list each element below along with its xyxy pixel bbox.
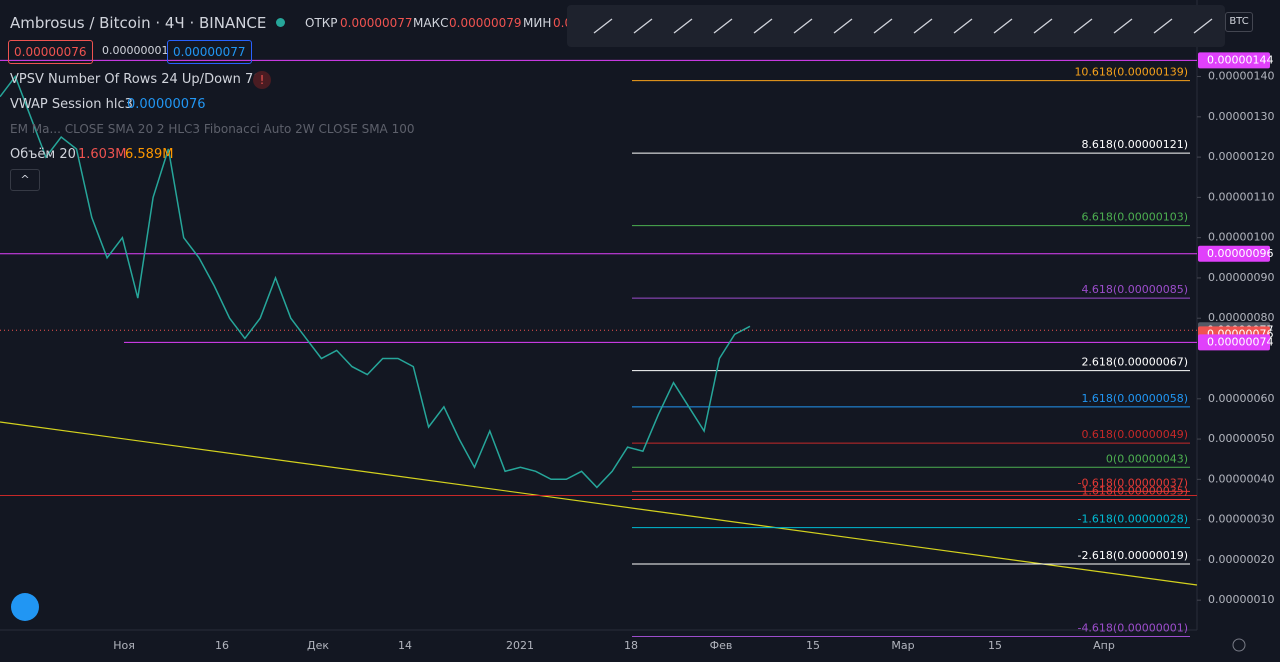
tool-icon bbox=[713, 18, 733, 34]
spread: 0.00000001 bbox=[102, 44, 169, 57]
price-tag-label: 0.00000074 bbox=[1207, 335, 1273, 348]
indicator-value: 0.00000076 bbox=[127, 97, 206, 112]
trend-line bbox=[0, 421, 1198, 586]
price-line bbox=[0, 74, 751, 489]
x-tick-label: 15 bbox=[988, 639, 1002, 652]
fib-label: -1.618(0.00000028) bbox=[1077, 513, 1188, 526]
fib-label: 10.618(0.00000139) bbox=[1074, 66, 1188, 79]
tool-icon bbox=[1193, 18, 1213, 34]
price-tag bbox=[1198, 334, 1270, 351]
tool-icon bbox=[673, 18, 693, 34]
fib-label: 0(0.00000043) bbox=[1106, 452, 1188, 465]
ohlc-label: МАКС bbox=[413, 16, 449, 30]
tool-icon bbox=[753, 18, 773, 34]
tool-icon bbox=[593, 18, 613, 34]
y-tick-label: 0.00000140 bbox=[1208, 70, 1274, 83]
x-tick-label: 16 bbox=[215, 639, 229, 652]
indicator[interactable]: VWAP Session hlc3 bbox=[10, 97, 133, 112]
ohlc-label: ОТКР bbox=[305, 16, 338, 30]
x-tick-label: 14 bbox=[398, 639, 412, 652]
y-tick-label: 0.00000110 bbox=[1208, 190, 1274, 203]
y-tick-label: 0.00000030 bbox=[1208, 513, 1274, 526]
fib-label: 4.618(0.00000085) bbox=[1081, 283, 1188, 296]
tool-icon bbox=[793, 18, 813, 34]
x-tick-label: Мар bbox=[891, 639, 914, 652]
x-tick-label: 2021 bbox=[506, 639, 534, 652]
ohlc-value: 0.00000079 bbox=[449, 16, 522, 30]
y-tick-label: 0.00000020 bbox=[1208, 553, 1274, 566]
ohlc-value: 0.00000077 bbox=[340, 16, 413, 30]
price-tag-label: 0.00000096 bbox=[1207, 247, 1273, 260]
tool-icon bbox=[1033, 18, 1053, 34]
buy-button[interactable]: 0.00000077 bbox=[167, 40, 252, 64]
fib-label: -4.618(0.00000001) bbox=[1077, 621, 1188, 634]
tool-icon bbox=[633, 18, 653, 34]
tool-icon bbox=[873, 18, 893, 34]
tool-icon bbox=[833, 18, 853, 34]
sell-button[interactable]: 0.00000076 bbox=[8, 40, 93, 64]
indicator[interactable]: VPSV Number Of Rows 24 Up/Down 70 bbox=[10, 72, 262, 87]
tool-icon bbox=[1153, 18, 1173, 34]
indicator-value: 1.603M bbox=[78, 147, 127, 162]
y-tick-label: 0.00000130 bbox=[1208, 110, 1274, 123]
x-tick-label: Фев bbox=[710, 639, 733, 652]
fib-label: 1.618(0.00000035) bbox=[1081, 484, 1188, 497]
ohlc-label: МИН bbox=[523, 16, 552, 30]
fib-label: -2.618(0.00000019) bbox=[1077, 549, 1188, 562]
x-tick-label: Дек bbox=[307, 639, 329, 652]
x-tick-label: 18 bbox=[624, 639, 638, 652]
tool-icon bbox=[953, 18, 973, 34]
fib-label: 8.618(0.00000121) bbox=[1081, 138, 1188, 151]
x-tick-label: Апр bbox=[1093, 639, 1115, 652]
y-tick-label: 0.00000040 bbox=[1208, 472, 1274, 485]
y-tick-label: 0.00000010 bbox=[1208, 593, 1274, 606]
x-tick-label: Ноя bbox=[113, 639, 135, 652]
collapse-button[interactable]: ^ bbox=[10, 169, 40, 191]
y-tick-label: 0.00000050 bbox=[1208, 432, 1274, 445]
tool-icon bbox=[1113, 18, 1133, 34]
tool-icon bbox=[1073, 18, 1093, 34]
warning-icon[interactable]: ! bbox=[253, 71, 271, 89]
fib-label: 0.618(0.00000049) bbox=[1081, 428, 1188, 441]
tool-icon bbox=[993, 18, 1013, 34]
price-tag bbox=[1198, 52, 1270, 69]
tool-icon bbox=[913, 18, 933, 34]
logo[interactable] bbox=[11, 593, 39, 621]
fib-label: 6.618(0.00000103) bbox=[1081, 211, 1188, 224]
indicator[interactable]: EM Ma... CLOSE SMA 20 2 HLC3 Fibonacci A… bbox=[10, 122, 415, 136]
price-tag bbox=[1198, 245, 1270, 262]
toolbar-icons bbox=[593, 18, 1213, 34]
status-dot bbox=[276, 18, 285, 27]
y-tick-label: 0.00000090 bbox=[1208, 271, 1274, 284]
fib-label: -0.618(0.00000037) bbox=[1077, 476, 1188, 489]
currency-button[interactable]: BTC bbox=[1225, 12, 1253, 32]
indicator[interactable]: Объём 20 bbox=[10, 147, 76, 162]
price-tag-label: 0.00000144 bbox=[1207, 53, 1273, 66]
y-tick-label: 0.00000120 bbox=[1208, 150, 1274, 163]
symbol[interactable]: Ambrosus / Bitcoin · 4Ч · BINANCE bbox=[10, 14, 267, 32]
fib-label: 2.618(0.00000067) bbox=[1081, 356, 1188, 369]
x-tick-label: 15 bbox=[806, 639, 820, 652]
settings-icon[interactable] bbox=[1232, 638, 1246, 652]
y-tick-label: 0.00000060 bbox=[1208, 392, 1274, 405]
drawing-toolbar bbox=[567, 5, 1225, 47]
indicator-value: 6.589M bbox=[125, 147, 174, 162]
y-tick-label: 0.00000100 bbox=[1208, 231, 1274, 244]
y-tick-label: 0.00000080 bbox=[1208, 311, 1274, 324]
fib-label: 1.618(0.00000058) bbox=[1081, 392, 1188, 405]
